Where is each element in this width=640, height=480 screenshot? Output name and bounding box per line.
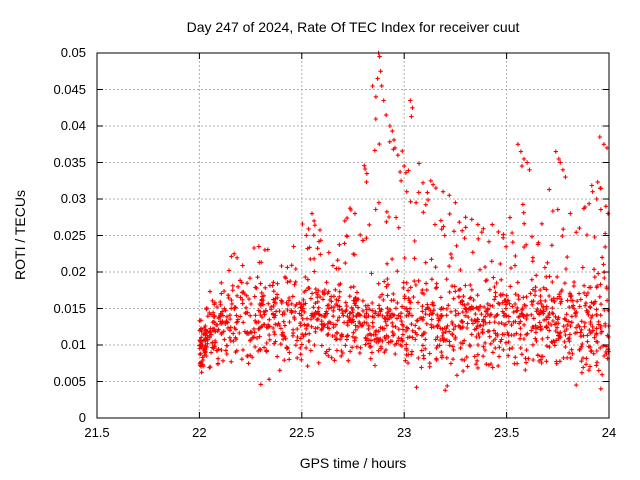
y-tick-label: 0 [78,410,86,425]
y-tick-label: 0.025 [53,227,86,243]
x-tick-label: 21.5 [84,425,110,440]
y-tick-label: 0.015 [53,300,86,316]
y-tick-label: 0.01 [60,337,86,352]
gridlines [97,53,609,418]
x-tick-label: 22 [192,425,207,440]
x-tick-label: 23 [396,425,412,440]
x-tick-label: 23.5 [493,425,520,440]
y-tick-label: 0.03 [60,191,86,206]
chart-title: Day 247 of 2024, Rate Of TEC Index for r… [186,19,520,35]
y-tick-label: 0.04 [60,118,86,133]
x-axis-label: GPS time / hours [299,455,407,471]
y-tick-label: 0.02 [60,264,86,279]
y-tick-label: 0.05 [60,45,86,60]
x-tick-label: 22.5 [289,425,315,440]
y-tick-label: 0.045 [53,81,86,97]
tick-marks [96,52,610,419]
y-tick-label: 0.005 [53,373,86,389]
x-tick-label: 24 [601,425,617,440]
y-tick-label: 0.035 [53,154,86,170]
